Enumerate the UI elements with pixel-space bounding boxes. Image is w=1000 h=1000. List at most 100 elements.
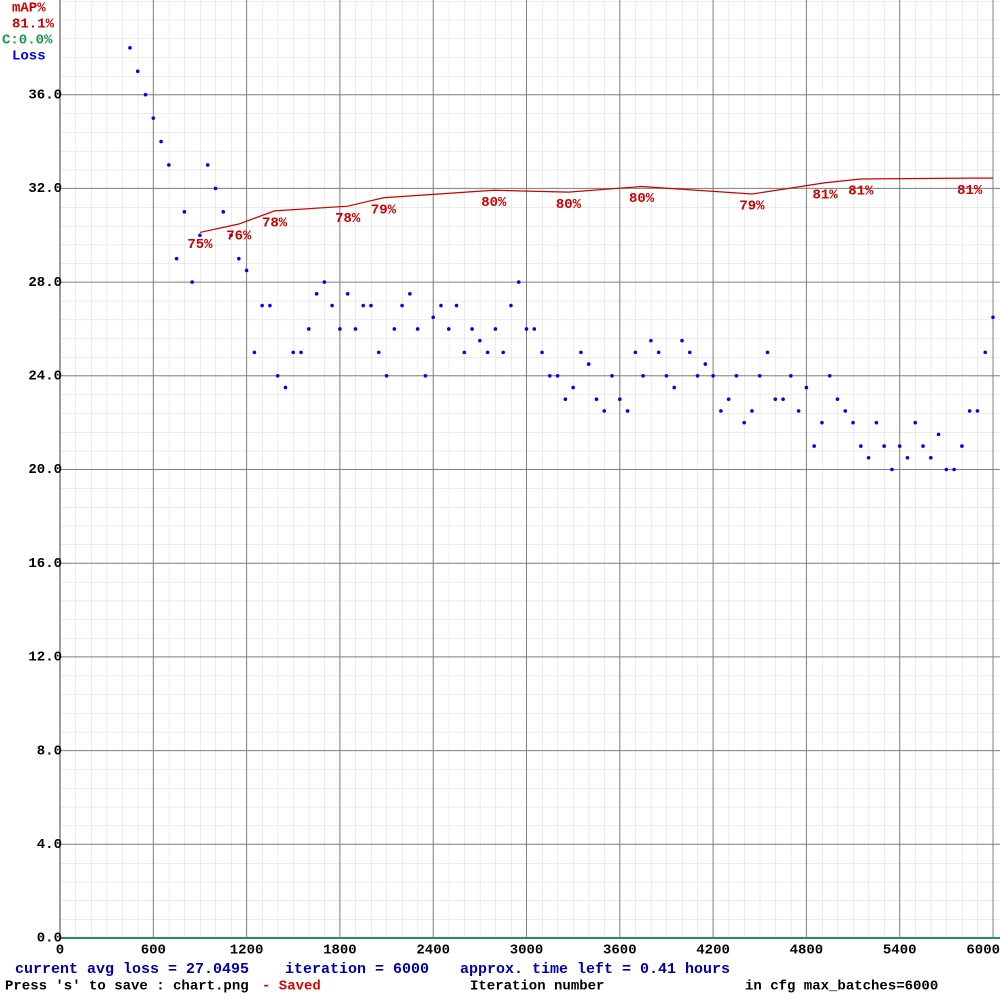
loss-point: [159, 139, 163, 144]
loss-point: [322, 280, 327, 284]
loss-point: [625, 409, 630, 413]
loss-point: [602, 409, 607, 413]
map-label: 81%: [848, 184, 874, 200]
loss-point: [485, 350, 490, 355]
loss-point: [859, 444, 863, 448]
x-tick-label: 1800: [323, 943, 357, 959]
loss-point: [610, 374, 614, 378]
footer-iteration: iteration = 6000: [285, 961, 429, 978]
loss-point: [874, 420, 879, 425]
x-tick-label: 6000: [966, 943, 1000, 959]
map-label: 81%: [957, 183, 983, 199]
loss-point: [338, 327, 342, 331]
y-tick-label: 20.0: [28, 462, 62, 478]
map-label: 80%: [629, 191, 655, 207]
loss-point: [594, 397, 599, 402]
map-label: 80%: [556, 197, 582, 213]
loss-point: [431, 315, 436, 320]
loss-point: [967, 409, 972, 413]
loss-point: [299, 350, 303, 355]
loss-point: [656, 350, 661, 355]
loss-point: [384, 374, 389, 378]
legend-map-value: 81.1%: [12, 17, 55, 33]
loss-point: [649, 338, 653, 343]
loss-point: [586, 362, 591, 366]
loss-point: [773, 397, 778, 402]
footer-save: Press 's' to save : chart.png: [5, 979, 249, 995]
loss-point: [913, 420, 918, 425]
legend-map: mAP%: [12, 1, 46, 17]
loss-point: [781, 397, 785, 402]
loss-point: [462, 350, 467, 355]
x-tick-label: 3000: [510, 943, 544, 959]
y-tick-label: 0.0: [37, 931, 62, 947]
loss-point: [244, 268, 249, 273]
loss-point: [135, 69, 140, 74]
loss-point: [664, 374, 669, 378]
x-axis-label: Iteration number: [470, 979, 604, 995]
loss-point: [353, 327, 358, 331]
loss-point: [361, 303, 366, 308]
loss-point: [415, 327, 420, 331]
loss-point: [182, 210, 187, 214]
y-tick-label: 36.0: [28, 87, 62, 103]
loss-point: [229, 233, 233, 238]
x-tick-label: 0: [56, 943, 64, 959]
loss-point: [345, 292, 350, 296]
y-tick-label: 4.0: [37, 837, 62, 853]
loss-point: [571, 385, 575, 390]
x-tick-label: 2400: [416, 943, 450, 959]
y-tick-label: 32.0: [28, 181, 62, 197]
map-line: [199, 177, 993, 234]
loss-point: [446, 327, 451, 331]
loss-point: [400, 303, 404, 308]
loss-point: [237, 256, 241, 261]
loss-point: [252, 350, 257, 355]
loss-point: [796, 409, 801, 413]
loss-point: [260, 303, 264, 308]
map-label: 81%: [812, 187, 838, 203]
footer-max-batches: in cfg max_batches=6000: [745, 979, 938, 995]
x-tick-label: 1200: [230, 943, 264, 959]
y-tick-label: 12.0: [28, 650, 62, 666]
loss-point: [423, 374, 428, 378]
loss-point: [905, 455, 910, 460]
loss-point: [641, 374, 645, 378]
loss-point: [555, 374, 560, 378]
loss-point: [633, 350, 638, 355]
loss-point: [734, 374, 739, 378]
x-tick-label: 3600: [603, 943, 637, 959]
x-tick-label: 5400: [883, 943, 917, 959]
y-tick-label: 28.0: [28, 275, 62, 291]
map-label: 79%: [371, 202, 397, 218]
loss-point: [812, 444, 816, 448]
loss-point: [439, 303, 443, 308]
loss-point: [711, 374, 715, 378]
loss-point: [516, 280, 521, 284]
loss-point: [307, 327, 311, 331]
loss-point: [960, 444, 964, 448]
loss-point: [205, 163, 210, 167]
loss-point: [843, 409, 848, 413]
loss-point: [851, 420, 855, 425]
map-label: 78%: [262, 216, 288, 232]
loss-point: [719, 409, 723, 413]
legend-c: C:0.0%: [2, 33, 53, 49]
loss-point: [540, 350, 544, 355]
x-tick-label: 4800: [790, 943, 824, 959]
loss-point: [882, 444, 886, 448]
loss-point: [835, 397, 840, 402]
map-label: 79%: [739, 199, 765, 215]
map-label: 76%: [226, 229, 252, 245]
loss-point: [532, 327, 537, 331]
loss-point: [991, 315, 995, 320]
loss-point: [221, 210, 226, 214]
loss-point: [330, 303, 334, 308]
loss-point: [804, 385, 809, 390]
loss-point: [827, 374, 832, 378]
map-label: 78%: [335, 211, 361, 227]
loss-point: [921, 444, 925, 448]
loss-point: [213, 186, 218, 191]
loss-point: [890, 467, 894, 472]
